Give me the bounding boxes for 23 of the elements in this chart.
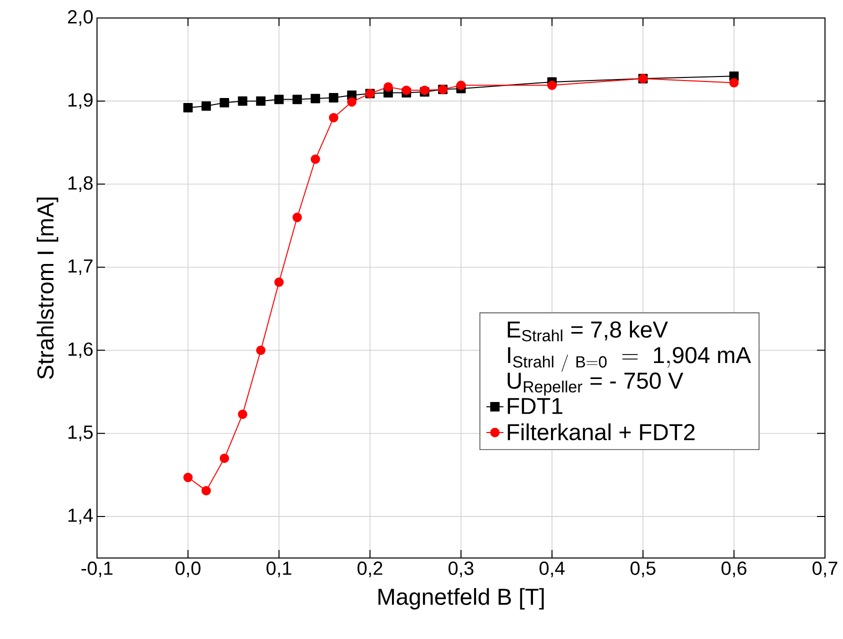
x-tick-label: 0,4: [540, 562, 565, 578]
x-tick-label: 0,7: [812, 562, 838, 578]
y-tick-label: 1,9: [68, 93, 93, 109]
annotation: U$_{Repeller}$ = - 750 V: [508, 372, 684, 396]
y-tick-label: 1,6: [68, 342, 93, 358]
y-tick-label: 1,4: [68, 508, 93, 524]
annotation: $\mathrm{I_{Strahl\ /\ B=0}\ =\ 1{,}904\ mA}$: [508, 346, 752, 372]
y-axis-title: Strahlstrom I [mA]: [36, 198, 58, 379]
y-tick-label: 1,8: [68, 176, 93, 192]
legend-label: FDT1: [508, 398, 562, 414]
y-tick-label: 2,0: [68, 10, 93, 26]
x-tick-label: 0,5: [630, 562, 656, 578]
x-tick-label: 0,3: [448, 562, 474, 578]
legend-label: Filterkanal + FDT2: [508, 423, 695, 440]
annotation: E$_{Strahl}$ = 7,8 keV: [508, 320, 668, 342]
y-tick-label: 1,5: [68, 426, 93, 442]
x-tick-label: 0,0: [176, 562, 200, 578]
x-tick-label: -0,1: [81, 562, 112, 578]
x-tick-label: 0,1: [266, 562, 292, 578]
x-tick-label: 0,2: [358, 562, 382, 578]
x-axis-title: Magnetfeld B [T]: [378, 588, 544, 610]
y-tick-label: 1,7: [68, 259, 93, 275]
x-tick-label: 0,6: [722, 562, 746, 578]
